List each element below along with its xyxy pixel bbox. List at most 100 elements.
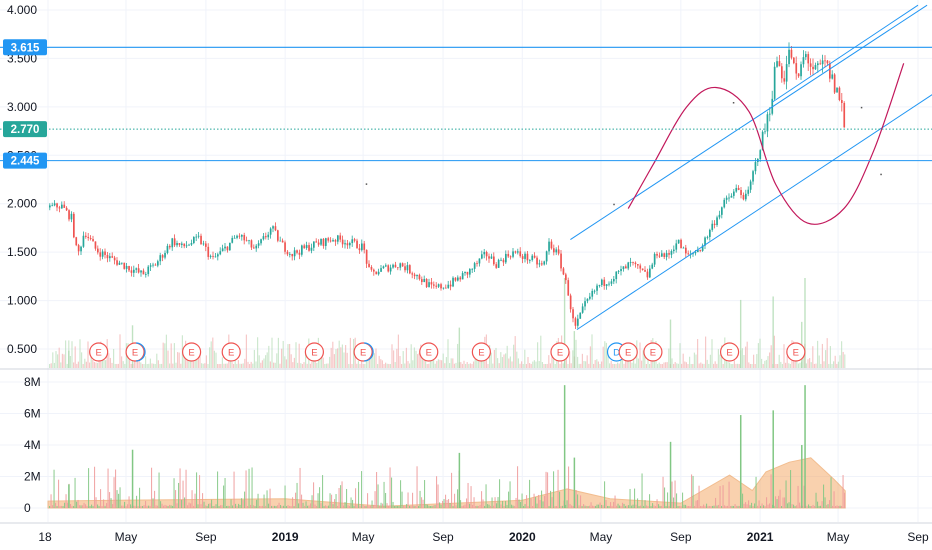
- volume-bar: [823, 484, 825, 508]
- volume-bar: [691, 474, 693, 508]
- candle-body: [377, 271, 380, 275]
- volume-spike-bar: [772, 410, 774, 508]
- earnings-marker[interactable]: [643, 342, 663, 362]
- volume-bar: [95, 497, 97, 508]
- candle-body: [517, 251, 519, 253]
- volume-bar: [778, 495, 780, 508]
- volume-spike-bar: [804, 385, 806, 508]
- overlay-volume-bar: [178, 352, 180, 368]
- candle-body: [485, 251, 488, 257]
- candle-body: [598, 284, 601, 286]
- candle-body: [716, 217, 718, 226]
- earnings-marker[interactable]: [89, 342, 109, 362]
- volume-bar: [793, 504, 795, 508]
- overlay-volume-bar: [154, 363, 156, 368]
- volume-bar: [430, 506, 432, 508]
- volume-bar: [517, 466, 519, 508]
- earnings-marker[interactable]: [719, 342, 740, 362]
- earnings-marker[interactable]: [181, 342, 202, 362]
- candle-body: [490, 256, 493, 259]
- earnings-marker[interactable]: [221, 342, 241, 362]
- candle-body: [65, 207, 68, 211]
- overlay-volume-bar: [361, 360, 363, 368]
- overlay-volume-bar: [247, 361, 249, 368]
- volume-bar: [167, 505, 169, 508]
- candle-body: [166, 245, 169, 253]
- volume-bar: [716, 505, 718, 508]
- overlay-volume-bar: [157, 360, 159, 368]
- candle-body: [123, 262, 126, 269]
- volume-bar: [707, 505, 709, 508]
- volume-bar: [401, 491, 403, 508]
- earnings-marker[interactable]: [786, 342, 806, 362]
- earnings-marker[interactable]: [419, 342, 439, 362]
- volume-spike-bar: [68, 484, 70, 508]
- overlay-volume-bar: [399, 356, 401, 368]
- earnings-marker[interactable]: [125, 342, 145, 362]
- candle-body: [577, 318, 579, 326]
- volume-bar: [760, 505, 762, 508]
- time-tick-label: Sep: [670, 530, 692, 544]
- overlay-volume-bar: [380, 359, 382, 368]
- volume-bar: [326, 505, 328, 508]
- earnings-marker[interactable]: [304, 342, 324, 362]
- overlay-volume-bar: [674, 362, 676, 368]
- volume-bar: [407, 492, 409, 508]
- overlay-volume-bar: [583, 361, 585, 368]
- overlay-volume-bar: [625, 359, 627, 368]
- candle-body: [373, 269, 375, 272]
- candle-body: [653, 253, 656, 265]
- candle-body: [663, 253, 666, 258]
- candle-body: [361, 243, 363, 251]
- candle-body: [61, 204, 63, 209]
- overlay-volume-bar: [607, 354, 609, 368]
- candle-body: [555, 249, 558, 253]
- volume-bar: [404, 505, 406, 508]
- candle-body: [188, 244, 190, 246]
- overlay-volume-bar: [634, 363, 636, 368]
- earnings-marker[interactable]: [618, 342, 638, 362]
- volume-bar: [133, 505, 135, 508]
- volume-bar: [209, 503, 211, 508]
- overlay-volume-bar: [362, 363, 364, 368]
- volume-bar: [769, 503, 771, 508]
- volume-bar: [316, 505, 318, 508]
- candle-body: [212, 255, 214, 257]
- overlay-volume-bar: [546, 363, 548, 368]
- overlay-volume-bar: [116, 363, 118, 368]
- overlay-volume-bar: [82, 363, 84, 368]
- overlay-volume-bar: [581, 353, 583, 368]
- volume-bar: [304, 505, 306, 508]
- candle-body: [665, 253, 668, 258]
- overlay-volume-bar: [343, 352, 345, 368]
- price-tick-label: 1.500: [7, 245, 37, 259]
- candle-body: [315, 241, 318, 243]
- volume-bar: [341, 481, 343, 508]
- volume-bar: [149, 505, 151, 508]
- earnings-marker[interactable]: [471, 342, 491, 362]
- overlay-volume-bar: [447, 339, 449, 368]
- overlay-volume-bar: [685, 362, 687, 368]
- candle-body: [797, 73, 800, 77]
- overlay-volume-bar: [188, 360, 190, 368]
- overlay-volume-bar: [834, 355, 836, 368]
- earnings-marker[interactable]: [353, 342, 373, 362]
- volume-bar: [55, 502, 57, 508]
- overlay-volume-bar: [749, 363, 751, 368]
- overlay-volume-bar: [316, 362, 318, 368]
- volume-bar: [439, 502, 441, 508]
- volume-bar: [770, 474, 772, 508]
- volume-bar: [497, 497, 499, 508]
- earnings-marker[interactable]: [550, 342, 570, 362]
- volume-spike-bar: [563, 385, 566, 508]
- volume-bar: [790, 470, 792, 508]
- candle-body: [205, 243, 207, 247]
- volume-bar: [151, 467, 153, 508]
- candle-body: [161, 255, 164, 258]
- volume-bar: [361, 471, 363, 508]
- event-marker-label: E: [228, 348, 234, 359]
- volume-bar: [581, 505, 583, 508]
- overlay-volume-bar: [663, 362, 665, 368]
